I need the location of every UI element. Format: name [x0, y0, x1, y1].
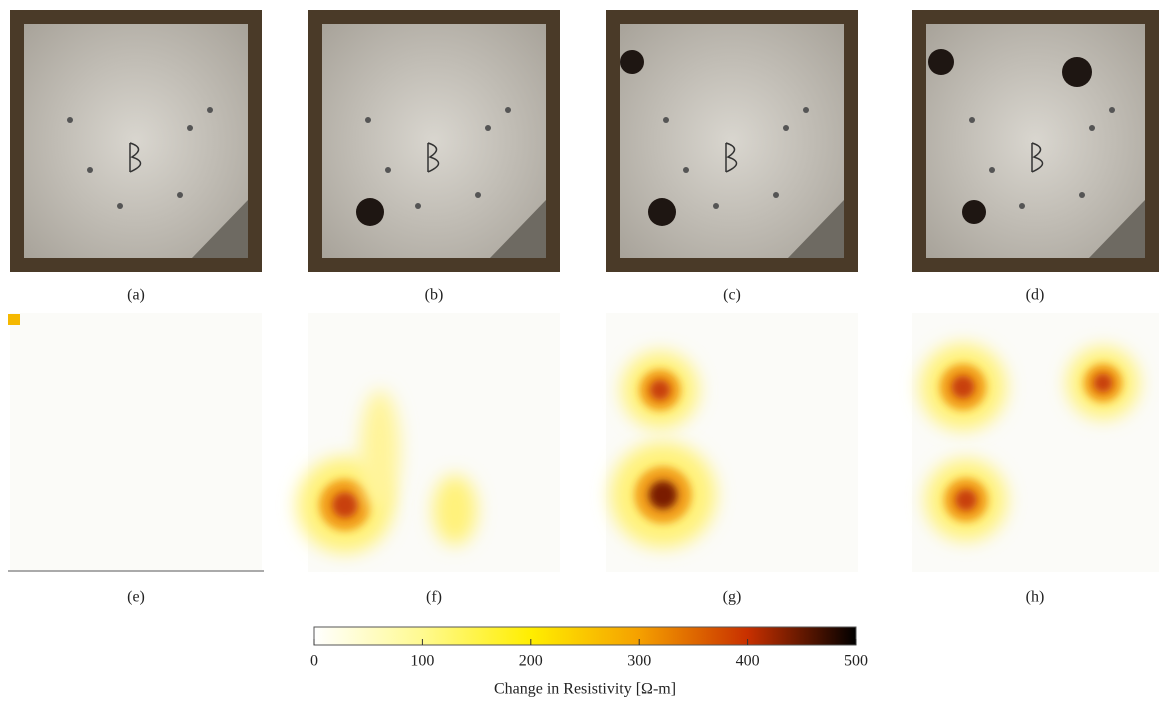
page: (a) (b) (c) (d) (e) (f) (g) (h) 0 100 200 3…: [0, 0, 1159, 707]
heat-high: [649, 481, 678, 510]
heat-high: [332, 492, 358, 518]
panel-label: (a): [127, 287, 145, 304]
panel-label: (c): [723, 287, 741, 304]
photo-pit: [505, 107, 511, 113]
photo-pit: [1089, 125, 1095, 131]
photo-pit: [1079, 192, 1085, 198]
heat-high: [951, 375, 974, 398]
panel-label: (f): [426, 589, 442, 606]
photo-sand: [926, 24, 1145, 258]
photo-hole: [648, 198, 676, 226]
heatmap: [10, 313, 262, 572]
panel-label: (e): [127, 589, 145, 606]
photo-hole: [1062, 57, 1092, 87]
photo-pit: [773, 192, 779, 198]
photo-pit: [475, 192, 481, 198]
heatmap-row: [8, 313, 1159, 572]
panel-label: (g): [723, 589, 742, 606]
colorbar-tick-label: 100: [410, 653, 434, 670]
photo-pit: [663, 117, 669, 123]
heat-high: [1093, 373, 1113, 393]
photo-sand: [24, 24, 248, 258]
heat-pixel: [8, 314, 20, 325]
photo-pit: [415, 203, 421, 209]
colorbar-tick-label: 300: [627, 653, 651, 670]
colorbar-tick-label: 0: [310, 653, 318, 670]
photo-pit: [187, 125, 193, 131]
panel-label: (b): [425, 287, 444, 304]
photo-pit: [713, 203, 719, 209]
photo-hole: [356, 198, 384, 226]
photo-pit: [207, 107, 213, 113]
panel-label: (h): [1026, 589, 1045, 606]
heat-low: [433, 475, 477, 545]
photo-pit: [117, 203, 123, 209]
colorbar-tick-label: 200: [519, 653, 543, 670]
photo-pit: [683, 167, 689, 173]
heat-high: [955, 489, 977, 511]
colorbar-tick-label: 400: [736, 653, 760, 670]
photo-pit: [485, 125, 491, 131]
photo-pit: [177, 192, 183, 198]
colorbar-label: Change in Resistivity [Ω-m]: [494, 681, 676, 698]
panel-label: (d): [1026, 287, 1045, 304]
photo-pit: [969, 117, 975, 123]
figure: (a) (b) (c) (d) (e) (f) (g) (h) 0 100 200 3…: [0, 0, 1159, 707]
colorbar: [314, 627, 856, 645]
photo-pit: [803, 107, 809, 113]
colorbar-tick-label: 500: [844, 653, 868, 670]
photo-sand: [322, 24, 546, 258]
photo-pit: [87, 167, 93, 173]
photo-pit: [1019, 203, 1025, 209]
heat-high: [650, 380, 671, 401]
photo-hole: [962, 200, 986, 224]
photo-hole: [620, 50, 644, 74]
photo-pit: [67, 117, 73, 123]
photo-pit: [365, 117, 371, 123]
photo-pit: [783, 125, 789, 131]
photo-pit: [1109, 107, 1115, 113]
heat-low: [360, 390, 400, 510]
photo-row: [10, 10, 1159, 272]
photo-pit: [385, 167, 391, 173]
photo-pit: [989, 167, 995, 173]
photo-hole: [928, 49, 954, 75]
